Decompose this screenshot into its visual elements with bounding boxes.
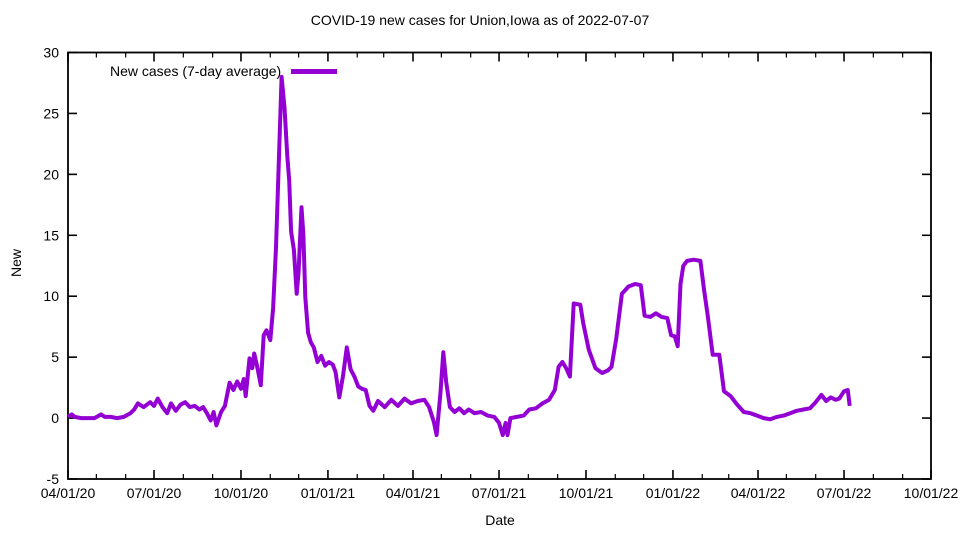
legend-label: New cases (7-day average) bbox=[110, 63, 282, 79]
y-tick-label: 20 bbox=[43, 166, 59, 182]
y-tick-label: 5 bbox=[51, 349, 59, 365]
x-tick-label: 10/01/22 bbox=[904, 485, 959, 501]
x-tick-label: 01/01/22 bbox=[646, 485, 701, 501]
x-tick-label: 04/01/20 bbox=[41, 485, 96, 501]
x-tick-label: 01/01/21 bbox=[301, 485, 356, 501]
y-tick-label: 0 bbox=[51, 410, 59, 426]
x-axis-label: Date bbox=[485, 512, 515, 528]
x-tick-label: 07/01/22 bbox=[817, 485, 872, 501]
y-tick-label: -5 bbox=[47, 471, 60, 487]
chart-title: COVID-19 new cases for Union,Iowa as of … bbox=[310, 12, 650, 28]
x-tick-label: 04/01/22 bbox=[731, 485, 786, 501]
y-tick-label: 30 bbox=[43, 45, 59, 61]
x-tick-label: 07/01/21 bbox=[472, 485, 527, 501]
y-tick-label: 10 bbox=[43, 288, 59, 304]
x-tick-label: 10/01/20 bbox=[214, 485, 269, 501]
y-tick-label: 15 bbox=[43, 227, 59, 243]
legend-line-sample bbox=[291, 68, 338, 74]
y-axis-label: New bbox=[8, 249, 24, 278]
x-tick-label: 10/01/21 bbox=[559, 485, 614, 501]
plot-border bbox=[67, 51, 932, 480]
x-tick-label: 07/01/20 bbox=[127, 485, 182, 501]
series-line bbox=[66, 74, 852, 438]
y-tick-label: 25 bbox=[43, 105, 59, 121]
legend: New cases (7-day average) bbox=[110, 63, 338, 79]
x-tick-label: 04/01/21 bbox=[386, 485, 441, 501]
